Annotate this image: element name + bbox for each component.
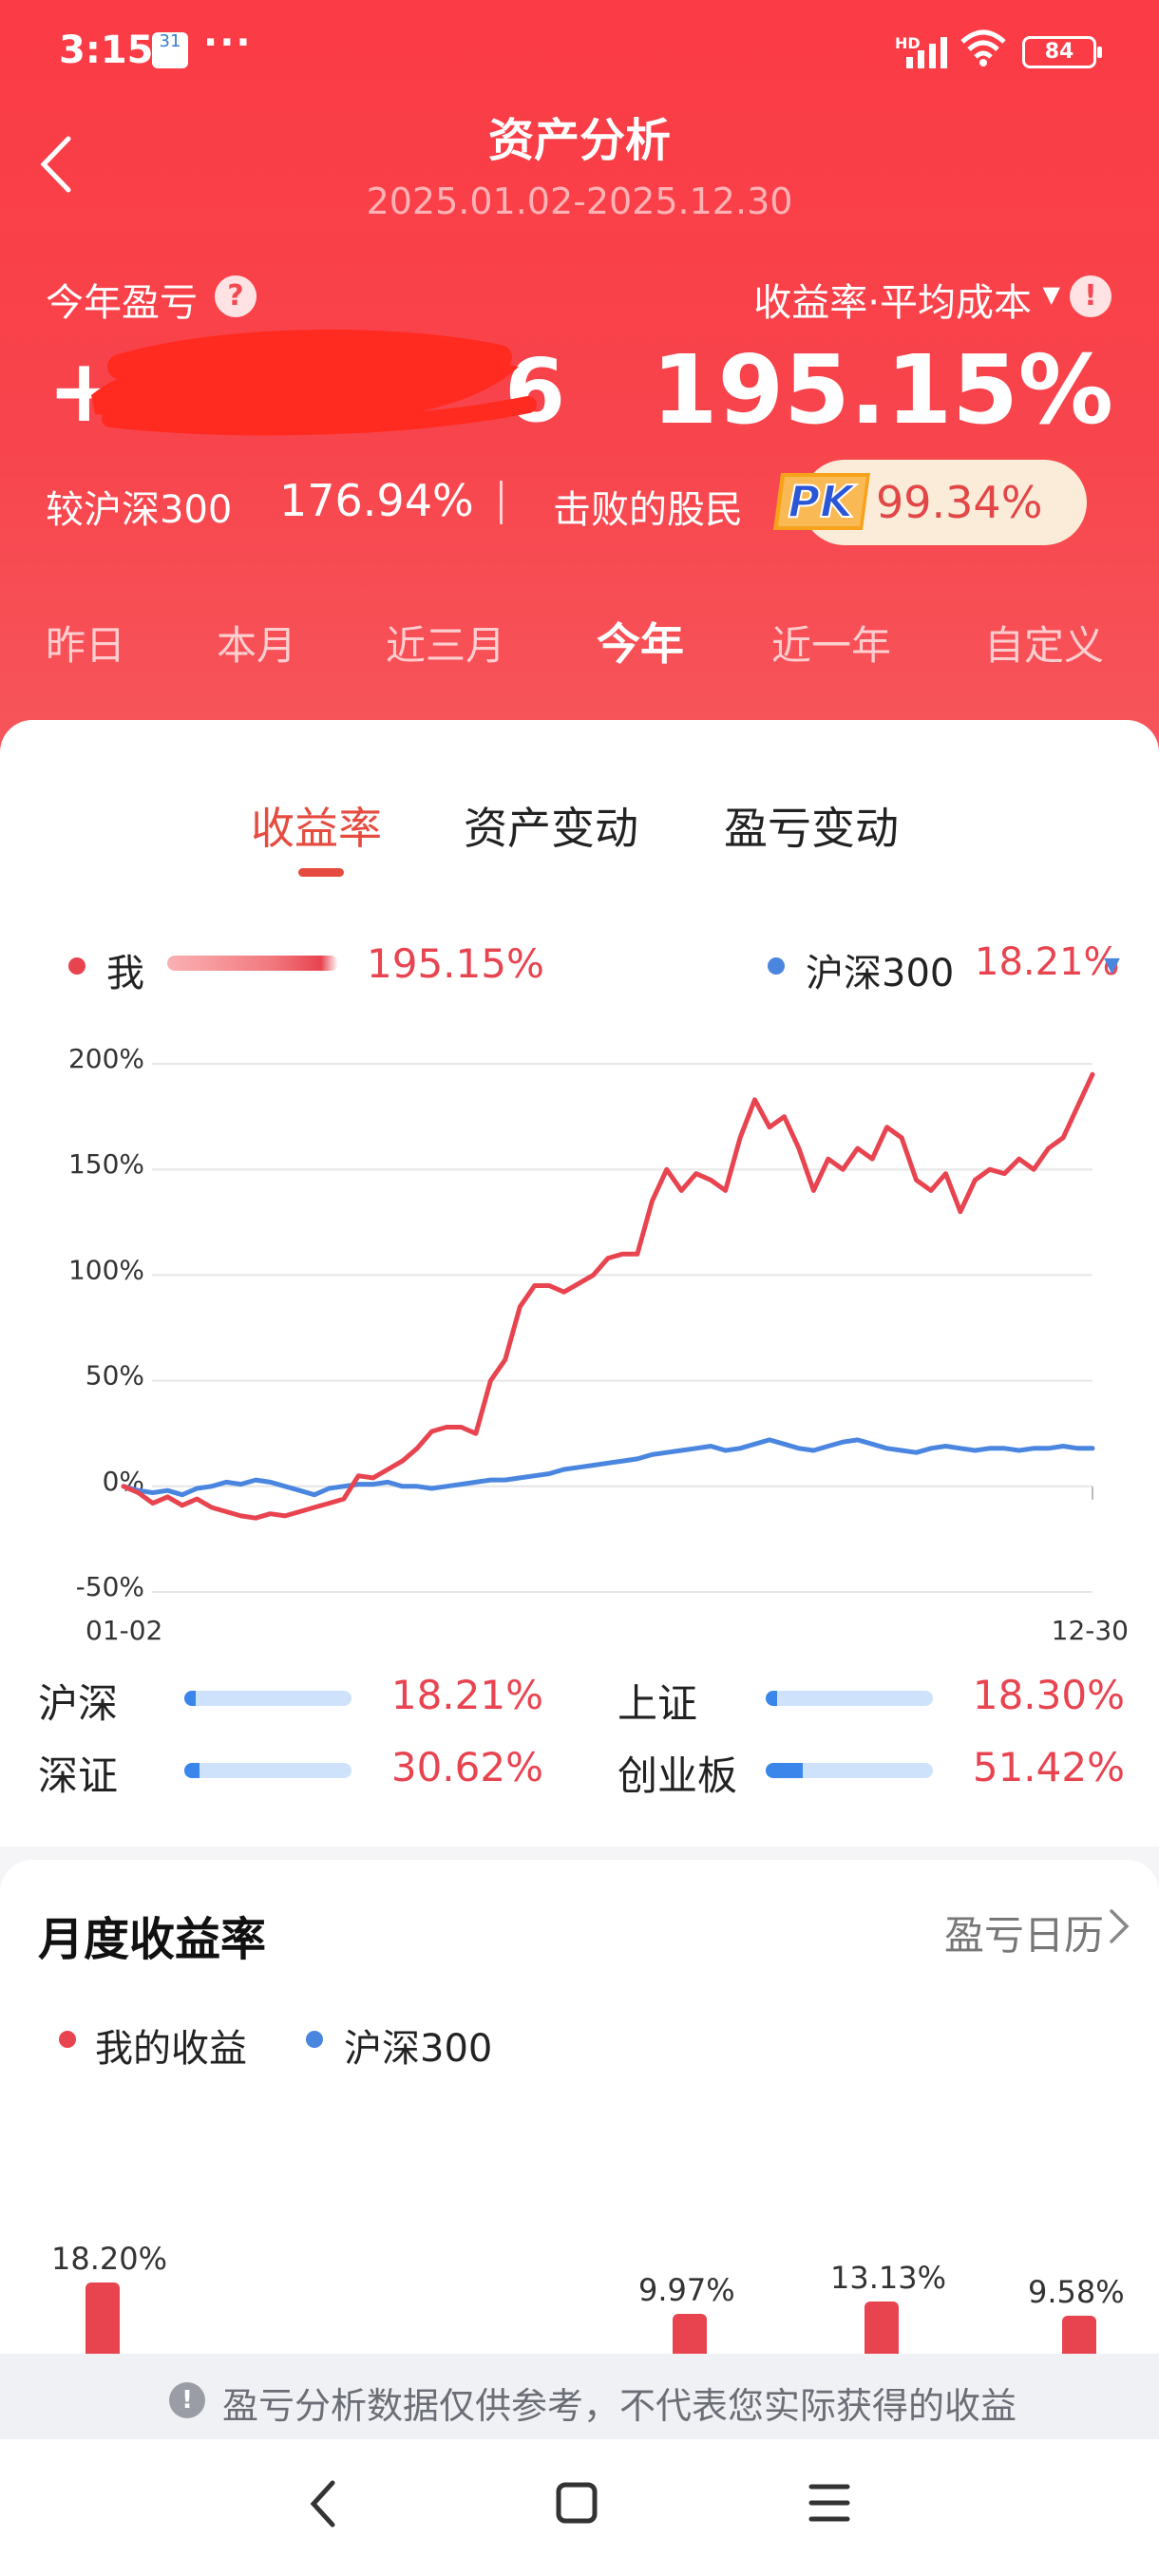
pl-calendar-link[interactable]: 盈亏日历: [943, 1912, 1104, 1959]
legend-my-return-dot: [59, 2031, 76, 2048]
period-tab-5[interactable]: 自定义: [984, 622, 1105, 669]
status-time: 3:15: [59, 28, 154, 72]
series-line-我: [121, 1071, 1095, 1521]
more-notifications-icon: ···: [203, 21, 253, 65]
index-value: 18.21%: [390, 1672, 543, 1718]
system-nav-bar: [0, 2439, 1159, 2576]
legend-me-label: 我: [106, 952, 144, 995]
chart-tab-2[interactable]: 盈亏变动: [724, 803, 899, 854]
y-tick-label: 100%: [68, 1254, 144, 1285]
beat-investors-label: 击败的股民: [553, 488, 743, 532]
index-name: 创业板: [618, 1752, 738, 1799]
y-tick-label: -50%: [76, 1571, 144, 1602]
signal-icon: [906, 37, 947, 68]
index-bar-fill: [184, 1763, 200, 1778]
period-tab-2[interactable]: 近三月: [386, 622, 506, 669]
legend-me-value: 195.15%: [367, 940, 544, 987]
disclaimer-text: 盈亏分析数据仅供参考，不代表您实际获得的收益: [222, 2385, 1017, 2427]
index-bar-track: [766, 1691, 933, 1706]
period-tab-1[interactable]: 本月: [217, 622, 297, 669]
x-tick-end: 12-30: [1052, 1615, 1129, 1646]
index-value: 51.42%: [972, 1744, 1125, 1790]
calendar-app-icon: 31: [152, 32, 188, 68]
period-tab-4[interactable]: 近一年: [771, 622, 892, 669]
index-bar-track: [184, 1763, 352, 1778]
legend-index-dot: [768, 957, 785, 975]
legend-hs300: 沪深300: [344, 2027, 493, 2071]
index-bar-fill: [766, 1691, 778, 1706]
index-bar-track: [766, 1763, 933, 1778]
monthly-title: 月度收益率: [38, 1913, 267, 1966]
rate-method-selector[interactable]: 收益率·平均成本: [753, 281, 1032, 325]
monthly-bar-label: 9.97%: [638, 2272, 735, 2309]
caret-down-icon[interactable]: ▼: [1042, 281, 1060, 308]
period-tab-3[interactable]: 今年: [597, 618, 684, 670]
index-value: 18.30%: [972, 1672, 1125, 1718]
nav-menu-icon[interactable]: [808, 2481, 851, 2525]
redaction-scribble: [91, 329, 537, 436]
index-name: 深证: [38, 1752, 119, 1799]
info-icon[interactable]: !: [1070, 275, 1112, 317]
legend-index-label[interactable]: 沪深300: [806, 952, 955, 995]
monthly-bar[interactable]: [673, 2314, 707, 2354]
monthly-bar[interactable]: [1062, 2315, 1096, 2354]
y-tick-label: 200%: [68, 1043, 144, 1074]
legend-hs300-dot: [306, 2031, 323, 2048]
nav-back-icon[interactable]: [304, 2475, 342, 2532]
date-range: 2025.01.02-2025.12.30: [366, 180, 793, 222]
monthly-bar[interactable]: [86, 2282, 120, 2354]
series-line-沪深300: [121, 1437, 1095, 1498]
x-tick-start: 01-02: [86, 1615, 162, 1646]
index-value: 30.62%: [390, 1744, 543, 1790]
battery-indicator: 84: [1022, 36, 1102, 68]
chart-tab-1[interactable]: 资产变动: [464, 803, 638, 854]
legend-index-value[interactable]: 18.21%: [975, 940, 1120, 984]
wifi-icon: [960, 29, 1006, 66]
ytd-pl-label: 今年盈亏: [46, 281, 198, 325]
svg-text:PK: PK: [788, 476, 857, 527]
back-chevron-icon[interactable]: [34, 131, 78, 198]
chart-tab-0[interactable]: 收益率: [251, 803, 382, 854]
nav-home-icon[interactable]: [555, 2481, 598, 2525]
legend-me-dot: [68, 957, 86, 975]
vs-index-label: 较沪深300: [46, 488, 233, 532]
hd-indicator: HD: [895, 34, 921, 52]
legend-me-line: [167, 956, 338, 971]
index-bar-fill: [766, 1763, 803, 1778]
index-name: 沪深: [38, 1680, 119, 1727]
return-line-chart[interactable]: 200%150%100%50%0%-50%01-02 12-30: [0, 1035, 1159, 1662]
page-title: 资产分析: [487, 114, 671, 167]
index-bar-track: [184, 1691, 352, 1706]
legend-my-return: 我的收益: [95, 2027, 247, 2071]
y-tick-label: 50%: [86, 1360, 144, 1392]
beat-investors-value: 99.34%: [876, 477, 1043, 528]
vs-index-value: 176.94%: [279, 475, 474, 526]
divider: [500, 481, 503, 524]
info-icon: !: [169, 2382, 205, 2418]
monthly-bar[interactable]: [864, 2301, 899, 2354]
return-rate-value: 195.15%: [651, 334, 1113, 445]
caret-down-icon[interactable]: ▼: [1104, 954, 1120, 977]
y-tick-label: 150%: [68, 1148, 144, 1180]
pk-badge-icon: PK: [773, 473, 870, 530]
tab-underline: [298, 868, 344, 877]
monthly-bar-label: 9.58%: [1028, 2273, 1125, 2310]
index-bar-fill: [184, 1691, 197, 1706]
chevron-right-icon[interactable]: [1108, 1907, 1130, 1945]
monthly-card: [0, 1860, 1159, 2354]
index-name: 上证: [618, 1680, 698, 1727]
period-tab-0[interactable]: 昨日: [46, 622, 126, 669]
monthly-bar-label: 13.13%: [830, 2260, 947, 2297]
monthly-bar-label: 18.20%: [51, 2241, 168, 2278]
question-icon[interactable]: ?: [215, 275, 256, 317]
